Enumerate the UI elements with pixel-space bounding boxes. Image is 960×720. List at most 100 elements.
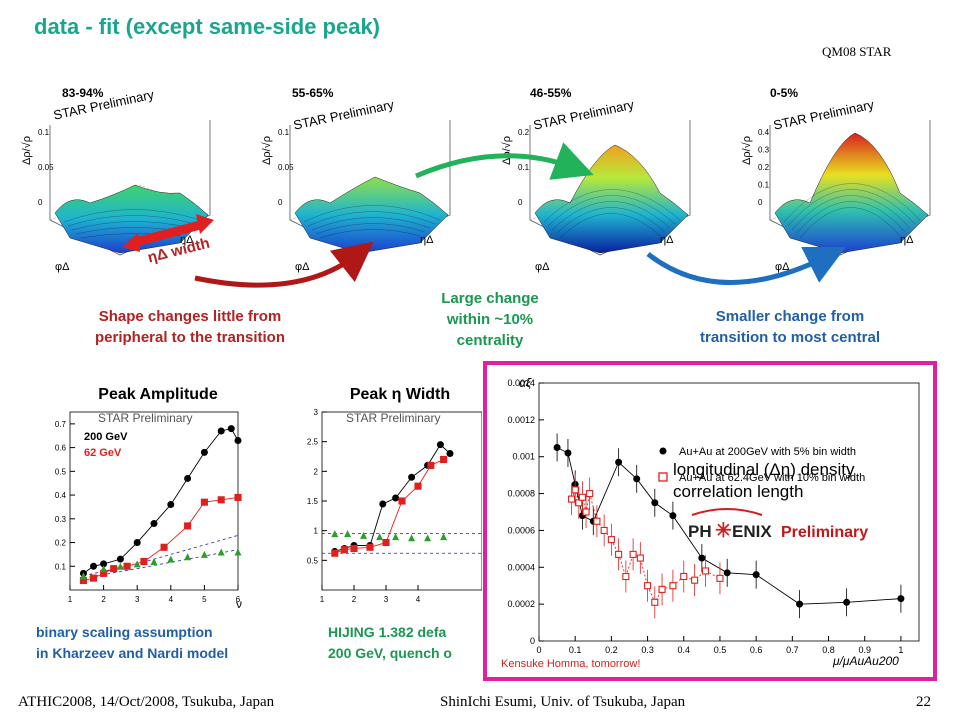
phenix-chart: 0 0.0002 0.0004 0.0006 0.0008 0.001 0.0012 0.00… (501, 376, 920, 670)
data-point (227, 425, 235, 433)
width-prelim: STAR Preliminary (346, 411, 440, 425)
red-curve-arrow (194, 241, 374, 288)
surface-tick: 0 (38, 198, 43, 207)
data-point (398, 497, 406, 505)
data-point (331, 549, 339, 557)
red-width-arrowhead-right (196, 214, 214, 234)
mesh-line (795, 201, 906, 235)
data-point (150, 558, 158, 566)
mesh-line (787, 189, 916, 227)
data-point (701, 567, 710, 575)
mesh-line (791, 195, 911, 231)
model-dashed-line (83, 535, 239, 577)
centrality-label-1: 83-94% (62, 86, 104, 100)
centrality-label-2: 55-65% (292, 86, 334, 100)
y-tick-label: 0.5 (307, 556, 319, 565)
data-point (843, 598, 851, 606)
data-point (217, 496, 225, 504)
y-tick-label: 3 (314, 408, 319, 417)
surface-mesh (294, 176, 449, 254)
data-point (436, 441, 444, 449)
surface-tick: 0.1 (518, 163, 530, 172)
mesh-line (547, 195, 676, 227)
y-tick-label: 0.0012 (507, 415, 535, 425)
data-point (392, 533, 400, 541)
data-point (615, 458, 623, 466)
data-point (140, 557, 148, 566)
x-tick-label: 0 (536, 645, 541, 655)
x-tick-label: 5 (202, 595, 207, 604)
data-point (167, 555, 175, 563)
y-tick-label: 2 (314, 467, 319, 476)
data-point (698, 554, 706, 562)
amplitude-caption-line1: binary scaling assumption (36, 624, 213, 640)
mesh-line (67, 215, 196, 227)
y-tick-label: 0.4 (55, 491, 67, 500)
amplitude-prelim: STAR Preliminary (98, 411, 192, 425)
model-dashed-line (83, 549, 239, 579)
data-point (217, 548, 225, 556)
data-point (360, 531, 368, 539)
data-point (116, 555, 124, 563)
data-point (440, 533, 448, 541)
eta-label: ηΔ (180, 234, 194, 246)
data-point (615, 550, 623, 558)
data-point (440, 455, 448, 464)
x-tick-label: 0.1 (569, 645, 582, 655)
eta-label: ηΔ (900, 234, 914, 246)
green-curve-arrow (415, 142, 594, 180)
y-tick-label: 2.5 (307, 438, 319, 447)
mesh-line (543, 189, 681, 223)
data-point (669, 582, 677, 590)
data-point (184, 474, 192, 482)
data-point (123, 562, 131, 570)
eta-label: ηΔ (420, 234, 434, 246)
phenix-logo-prelim: Preliminary (781, 524, 868, 541)
legend-200: 200 GeV (84, 431, 128, 443)
x-tick-label: 0.7 (786, 645, 799, 655)
phenix-logo-star: ✳ (715, 520, 732, 542)
mesh-line (551, 201, 671, 231)
plot-frame (69, 411, 239, 591)
legend-200-text: Au+Au at 200GeV with 5% bin width (679, 446, 856, 458)
data-point (651, 598, 659, 606)
x-tick-label: 2 (101, 595, 106, 604)
width-chart: STAR Preliminary 0.5 1 1.5 2 2.5 3 1 2 3 4 (307, 408, 482, 604)
surface-tick: 0 (758, 198, 763, 207)
data-point (629, 550, 637, 558)
x-tick-label: 4 (416, 595, 421, 604)
inset-xlabel: μ/μAuAu200 (832, 654, 899, 668)
surface-plot-group: Δρ/√ρ 0.1 0.05 0 φΔ ηΔ Δρ/√ρ 0.1 0.05 0 φΔ ηΔ Δρ/√ρ 0… (21, 120, 931, 273)
y-tick-label: 0.0014 (507, 378, 535, 388)
x-tick-label: 0.6 (750, 645, 763, 655)
y-tick-label: 0.0002 (507, 599, 535, 609)
mesh-line (319, 229, 421, 239)
data-point (424, 534, 432, 542)
data-point (234, 493, 242, 501)
data-point (200, 448, 208, 456)
data-point (110, 565, 118, 573)
surface-tick: 0 (278, 198, 283, 207)
large-change-line2: within ~10% (446, 311, 534, 328)
y-tick-label: 0 (530, 636, 535, 646)
x-tick-label: 4 (169, 595, 174, 604)
data-point (234, 436, 242, 444)
data-point (586, 490, 594, 498)
data-point (680, 572, 688, 581)
x-tick-label: 1 (68, 595, 73, 604)
mesh-line (559, 213, 661, 239)
data-point (234, 548, 242, 556)
source-tag: QM08 STAR (822, 44, 892, 59)
data-point (651, 499, 659, 507)
mesh-line (71, 221, 191, 231)
surface-tick: 0.1 (38, 128, 50, 137)
data-point (553, 444, 561, 451)
footer-page: 22 (916, 694, 931, 710)
smaller-change-note: Smaller change from transition to most c… (640, 306, 940, 348)
surface-mesh (774, 132, 929, 254)
large-change-line1: Large change (441, 290, 539, 307)
legend-62: 62 GeV (84, 447, 122, 459)
data-point (691, 576, 699, 584)
mesh-line (799, 207, 901, 239)
